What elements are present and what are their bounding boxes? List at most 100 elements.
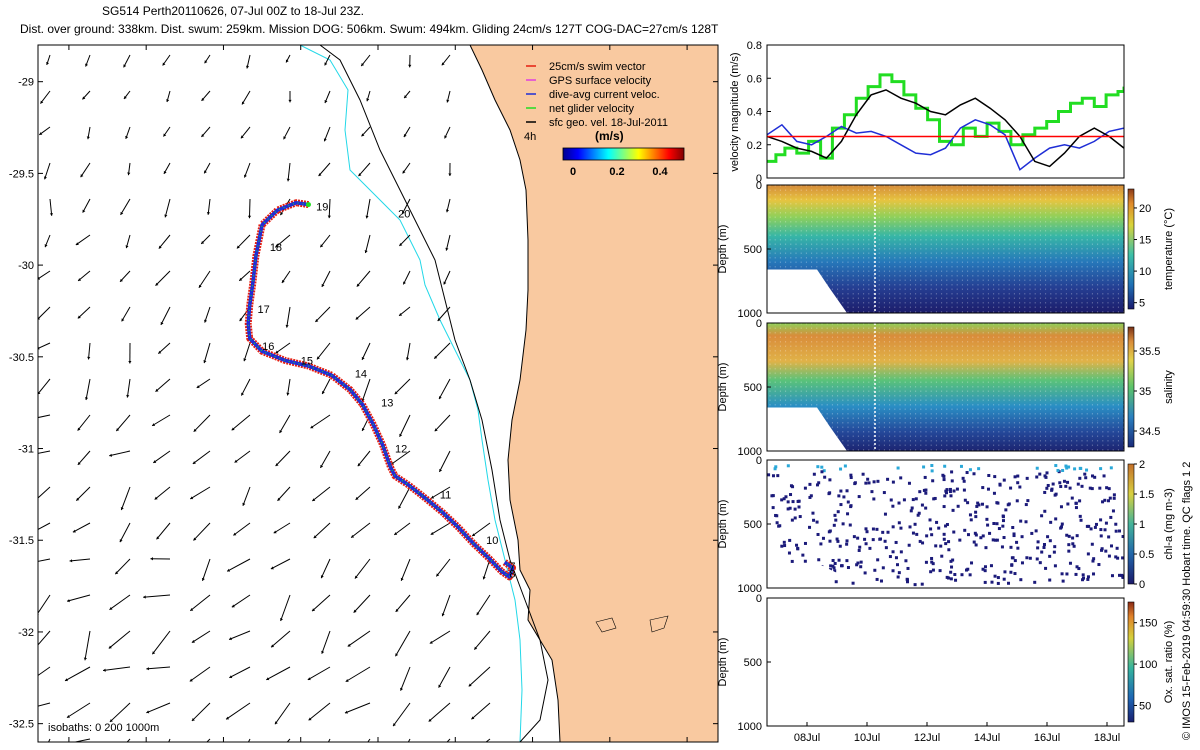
chla-sample bbox=[1083, 472, 1087, 476]
chla-sample bbox=[1091, 474, 1095, 478]
current-arrow bbox=[288, 90, 292, 103]
current-arrow-head bbox=[85, 63, 89, 67]
current-arrow bbox=[38, 486, 51, 499]
current-arrow-head bbox=[327, 215, 331, 219]
current-arrow-head bbox=[353, 609, 357, 613]
current-arrow bbox=[324, 90, 331, 104]
current-arrow-shaft bbox=[438, 450, 451, 473]
chla-sample bbox=[924, 560, 928, 564]
current-arrow-head bbox=[402, 170, 406, 174]
current-arrow bbox=[38, 702, 51, 707]
current-arrow-head bbox=[203, 360, 207, 364]
section-ylabel: Depth (m) bbox=[717, 638, 729, 687]
current-arrow bbox=[356, 270, 371, 287]
current-arrow-shaft bbox=[38, 558, 51, 562]
current-arrow-shaft bbox=[311, 594, 331, 612]
section-y-tick-label: 0 bbox=[756, 318, 762, 330]
current-arrow-head bbox=[109, 719, 113, 722]
chla-sample bbox=[949, 577, 953, 581]
chla-sample bbox=[974, 543, 978, 547]
current-arrow bbox=[126, 378, 131, 398]
current-arrow bbox=[310, 414, 331, 429]
current-arrow-head bbox=[323, 138, 327, 142]
date-tick-label: 16Jul bbox=[1034, 732, 1060, 744]
current-arrow-shaft bbox=[69, 558, 91, 562]
chla-sample bbox=[858, 545, 862, 549]
current-arrow-shaft bbox=[191, 630, 211, 644]
current-arrow bbox=[204, 54, 211, 64]
current-arrow-shaft bbox=[121, 306, 131, 322]
current-arrow-head bbox=[193, 537, 197, 541]
chla-sample bbox=[872, 480, 876, 484]
chla-sample bbox=[928, 518, 932, 522]
current-arrow bbox=[316, 342, 331, 360]
chla-sample bbox=[1090, 487, 1094, 491]
chla-sample bbox=[974, 515, 978, 519]
current-arrow-shaft bbox=[193, 522, 211, 541]
map-legend: 25cm/s swim vector GPS surface velocity … bbox=[524, 61, 685, 178]
chla-sample bbox=[897, 571, 901, 575]
map-y-tick-label: -32.5 bbox=[9, 719, 34, 731]
chla-sample bbox=[1019, 578, 1023, 582]
section-panel-temperature: 0 500 1000 Depth (m) 5 10 15 20 temperature (°C) bbox=[717, 180, 1175, 320]
current-arrow-head bbox=[125, 245, 129, 249]
chla-sample bbox=[993, 574, 997, 578]
figure-subtitle: Dist. over ground: 338km. Dist. swum: 25… bbox=[20, 22, 719, 36]
chla-sample bbox=[852, 535, 856, 539]
chla-sample bbox=[894, 540, 898, 544]
chla-sample bbox=[808, 482, 812, 486]
current-arrow bbox=[200, 234, 211, 245]
chla-sample bbox=[1036, 546, 1040, 550]
section-cbar-label: salinity bbox=[1163, 370, 1175, 404]
chla-sample bbox=[873, 568, 877, 572]
chla-sample bbox=[808, 495, 812, 499]
chla-sample bbox=[803, 541, 807, 545]
chla-sample bbox=[841, 522, 845, 526]
chla-sample bbox=[1077, 567, 1081, 571]
section-cbar-label: temperature (°C) bbox=[1163, 208, 1175, 290]
current-arrow-shaft bbox=[201, 558, 211, 581]
date-tick-label: 14Jul bbox=[974, 732, 1000, 744]
chla-sample bbox=[1007, 502, 1011, 506]
chla-sample bbox=[981, 567, 985, 571]
chla-sample bbox=[788, 538, 792, 542]
current-arrow-shaft bbox=[143, 594, 171, 598]
current-arrow-shaft bbox=[428, 702, 451, 722]
current-arrow bbox=[108, 630, 131, 649]
current-arrow-shaft bbox=[157, 342, 171, 354]
current-arrow-head bbox=[395, 653, 399, 657]
chla-sample bbox=[940, 554, 944, 558]
chla-sample bbox=[905, 577, 909, 581]
chla-sample bbox=[993, 538, 997, 542]
chla-sample bbox=[828, 478, 832, 482]
chla-sample bbox=[831, 564, 835, 568]
island bbox=[649, 615, 669, 633]
current-arrow-shaft bbox=[38, 702, 51, 707]
day-label: 17 bbox=[257, 304, 269, 316]
chla-sample bbox=[872, 497, 876, 501]
colorbar-tick-label: 1 bbox=[1139, 519, 1145, 531]
current-arrow-head bbox=[206, 212, 211, 215]
current-arrow bbox=[399, 414, 411, 437]
current-arrow-head bbox=[273, 530, 277, 534]
chla-sample bbox=[1045, 471, 1049, 475]
current-arrow bbox=[228, 630, 251, 641]
chla-sample bbox=[930, 560, 934, 564]
current-arrow-head bbox=[395, 608, 399, 612]
current-arrow-shaft bbox=[318, 162, 331, 177]
chla-sample bbox=[771, 494, 775, 498]
chla-sample bbox=[993, 475, 997, 479]
chla-sample bbox=[856, 561, 860, 565]
current-arrow bbox=[365, 198, 371, 219]
current-arrow-head bbox=[126, 394, 130, 398]
chla-sample bbox=[1066, 502, 1070, 506]
current-arrow-shaft bbox=[234, 450, 251, 463]
current-arrow-shaft bbox=[313, 522, 331, 539]
current-arrow bbox=[441, 594, 451, 617]
chla-sample bbox=[859, 565, 863, 569]
chla-sample bbox=[875, 577, 879, 581]
chla-sample bbox=[966, 501, 970, 505]
current-arrow bbox=[366, 90, 371, 102]
chla-sample bbox=[944, 542, 948, 546]
chla-sample bbox=[828, 568, 832, 572]
